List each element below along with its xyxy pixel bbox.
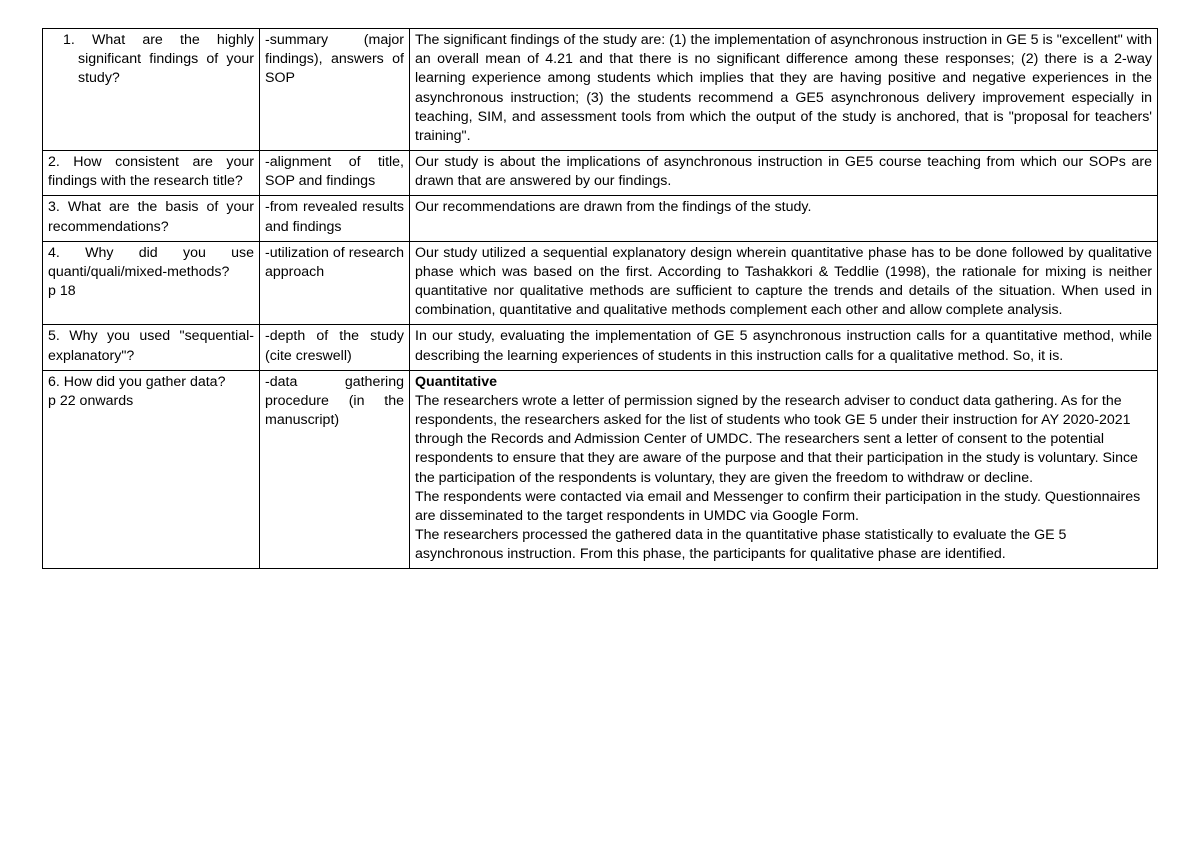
hint-cell: -from revealed results and findings <box>260 196 410 241</box>
answer-text: In our study, evaluating the implementat… <box>415 328 1152 363</box>
answer-text: Our study utilized a sequential explanat… <box>415 245 1152 319</box>
hint-text: -from revealed results and findings <box>265 199 404 234</box>
hint-text: -utilization of research approach <box>265 245 404 280</box>
table-row: 2. How consistent are your findings with… <box>43 151 1158 196</box>
hint-cell: -alignment of title, SOP and findings <box>260 151 410 196</box>
answer-cell: Our recommendations are drawn from the f… <box>410 196 1158 241</box>
answer-cell: Our study is about the implications of a… <box>410 151 1158 196</box>
question-cell: 5. Why you used "sequential-explanatory"… <box>43 325 260 370</box>
answer-cell: In our study, evaluating the implementat… <box>410 325 1158 370</box>
question-text: 1. What are the highly significant findi… <box>48 31 254 89</box>
answer-cell: Our study utilized a sequential explanat… <box>410 241 1158 325</box>
question-text: 2. How consistent are your findings with… <box>48 154 254 189</box>
question-cell: 2. How consistent are your findings with… <box>43 151 260 196</box>
question-text: 4. Why did you use quanti/quali/mixed-me… <box>48 245 254 299</box>
question-text: 3. What are the basis of your recommenda… <box>48 199 254 234</box>
document-page: 1. What are the highly significant findi… <box>0 0 1200 848</box>
answer-text: Our study is about the implications of a… <box>415 154 1152 189</box>
question-text: 6. How did you gather data?p 22 onwards <box>48 374 225 409</box>
answer-text: The significant findings of the study ar… <box>415 32 1152 144</box>
answer-text: Our recommendations are drawn from the f… <box>415 199 811 215</box>
hint-cell: -data gathering procedure (in the manusc… <box>260 370 410 569</box>
question-cell: 4. Why did you use quanti/quali/mixed-me… <box>43 241 260 325</box>
answer-heading: Quantitative <box>415 374 497 390</box>
answer-cell: The significant findings of the study ar… <box>410 29 1158 151</box>
table-row: 3. What are the basis of your recommenda… <box>43 196 1158 241</box>
qa-table: 1. What are the highly significant findi… <box>42 28 1158 569</box>
question-cell: 1. What are the highly significant findi… <box>43 29 260 151</box>
table-row: 4. Why did you use quanti/quali/mixed-me… <box>43 241 1158 325</box>
hint-text: -data gathering procedure (in the manusc… <box>265 374 404 428</box>
hint-text: -summary (major findings), answers of SO… <box>265 32 404 86</box>
hint-cell: -utilization of research approach <box>260 241 410 325</box>
question-cell: 6. How did you gather data?p 22 onwards <box>43 370 260 569</box>
hint-cell: -depth of the study (cite creswell) <box>260 325 410 370</box>
answer-text: The researchers wrote a letter of permis… <box>415 393 1140 562</box>
table-row: 5. Why you used "sequential-explanatory"… <box>43 325 1158 370</box>
question-cell: 3. What are the basis of your recommenda… <box>43 196 260 241</box>
table-row: 1. What are the highly significant findi… <box>43 29 1158 151</box>
hint-cell: -summary (major findings), answers of SO… <box>260 29 410 151</box>
question-text: 5. Why you used "sequential-explanatory"… <box>48 328 254 363</box>
table-row: 6. How did you gather data?p 22 onwards -… <box>43 370 1158 569</box>
answer-cell: Quantitative The researchers wrote a lett… <box>410 370 1158 569</box>
hint-text: -alignment of title, SOP and findings <box>265 154 404 189</box>
hint-text: -depth of the study (cite creswell) <box>265 328 404 363</box>
